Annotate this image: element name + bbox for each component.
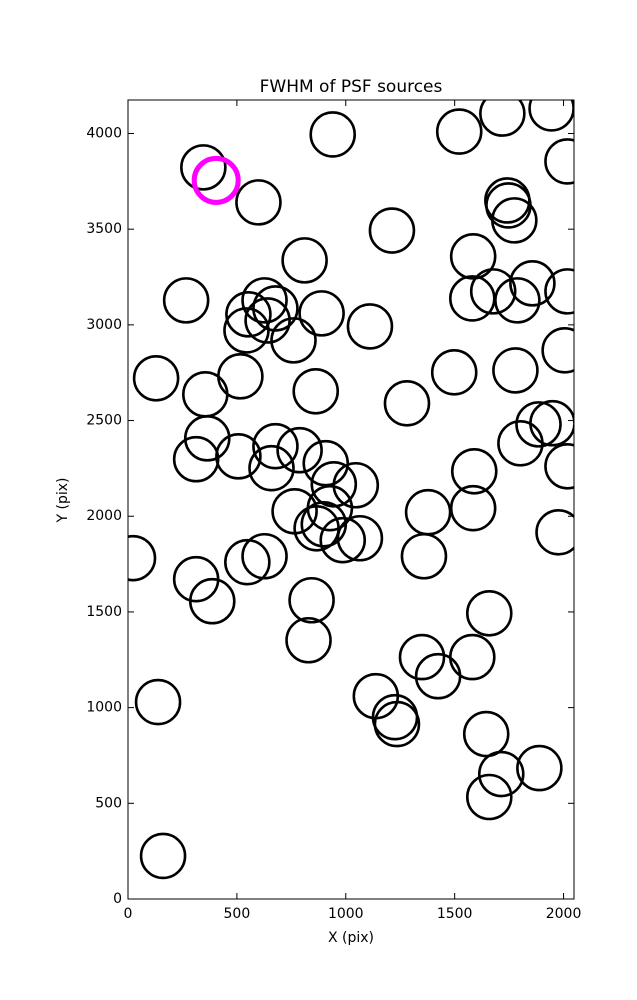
psf-source bbox=[346, 303, 394, 350]
psf-source bbox=[462, 710, 510, 758]
y-tick-label: 3500 bbox=[86, 221, 122, 237]
y-tick-label: 2000 bbox=[86, 508, 122, 524]
psf-source bbox=[373, 700, 421, 748]
y-tick-label: 4000 bbox=[86, 125, 122, 141]
y-tick-label: 1500 bbox=[86, 604, 122, 620]
psf-source bbox=[244, 297, 291, 344]
psf-source bbox=[309, 111, 357, 158]
psf-source bbox=[270, 317, 317, 364]
axes-frame bbox=[127, 99, 575, 900]
psf-source bbox=[529, 399, 574, 447]
psf-source bbox=[404, 488, 452, 536]
psf-source bbox=[139, 832, 187, 880]
psf-source bbox=[435, 108, 483, 155]
y-tick-label: 1000 bbox=[86, 700, 122, 716]
plot-area bbox=[128, 100, 574, 880]
psf-source bbox=[134, 678, 182, 726]
psf-source bbox=[276, 426, 323, 474]
psf-source bbox=[336, 514, 384, 562]
x-tick-label: 500 bbox=[224, 906, 251, 922]
psf-source bbox=[450, 447, 498, 495]
psf-source bbox=[172, 435, 220, 483]
psf-source bbox=[302, 439, 350, 487]
psf-source bbox=[292, 367, 340, 415]
psf-source bbox=[252, 285, 299, 332]
psf-source bbox=[223, 307, 270, 354]
psf-source bbox=[544, 443, 574, 490]
y-axis-label: Y (pix) bbox=[55, 478, 71, 524]
psf-source bbox=[285, 616, 332, 664]
psf-source bbox=[162, 277, 210, 324]
x-tick-label: 2000 bbox=[546, 906, 582, 922]
psf-source bbox=[180, 144, 227, 191]
psf-source bbox=[319, 516, 367, 564]
psf-source bbox=[491, 197, 538, 244]
psf-source bbox=[183, 415, 231, 462]
psf-source bbox=[497, 420, 544, 467]
psf-source bbox=[515, 401, 562, 448]
psf-source bbox=[400, 532, 448, 580]
psf-source bbox=[449, 233, 497, 280]
psf-source bbox=[293, 505, 340, 552]
psf-source bbox=[544, 268, 574, 315]
psf-source bbox=[288, 576, 335, 624]
x-tick-label: 1500 bbox=[437, 906, 473, 922]
psf-source bbox=[535, 509, 574, 556]
psf-source bbox=[430, 349, 478, 396]
y-tick-label: 2500 bbox=[86, 413, 122, 429]
psf-source bbox=[465, 773, 513, 821]
psf-source bbox=[252, 422, 299, 470]
x-tick-label: 0 bbox=[124, 906, 133, 922]
psf-source bbox=[298, 290, 345, 337]
psf-source bbox=[225, 291, 272, 338]
psf-source bbox=[182, 371, 229, 418]
psf-source bbox=[494, 277, 541, 324]
psf-source bbox=[215, 433, 262, 480]
psf-source bbox=[469, 268, 517, 315]
highlighted-source bbox=[191, 155, 241, 205]
psf-source bbox=[544, 138, 574, 185]
psf-source bbox=[414, 652, 462, 700]
psf-source bbox=[383, 380, 431, 427]
psf-source bbox=[368, 207, 416, 254]
y-tick-label: 3000 bbox=[86, 317, 122, 333]
psf-source bbox=[132, 354, 180, 402]
psf-source bbox=[449, 484, 497, 532]
y-tick-label: 0 bbox=[113, 891, 122, 907]
psf-source bbox=[281, 237, 328, 284]
y-tick-label: 500 bbox=[95, 795, 122, 811]
psf-source bbox=[241, 277, 288, 324]
psf-source bbox=[509, 260, 556, 307]
psf-source bbox=[398, 633, 446, 681]
chart-title: FWHM of PSF sources bbox=[260, 77, 443, 97]
psf-source bbox=[477, 750, 525, 798]
psf-source bbox=[541, 327, 574, 374]
psf-source bbox=[528, 100, 574, 132]
psf-source bbox=[217, 353, 264, 400]
psf-source bbox=[516, 744, 563, 792]
psf-source bbox=[235, 179, 282, 226]
psf-source bbox=[465, 589, 513, 637]
x-axis-label: X (pix) bbox=[328, 930, 374, 946]
psf-source bbox=[492, 347, 539, 394]
psf-source bbox=[479, 100, 526, 137]
psf-source bbox=[241, 532, 288, 580]
psf-source bbox=[448, 633, 496, 681]
psf-source bbox=[310, 460, 358, 508]
psf-source bbox=[188, 577, 236, 625]
x-tick-label: 1000 bbox=[328, 906, 364, 922]
psf-source bbox=[224, 538, 271, 586]
psf-source bbox=[248, 444, 295, 492]
psf-source bbox=[128, 534, 157, 582]
